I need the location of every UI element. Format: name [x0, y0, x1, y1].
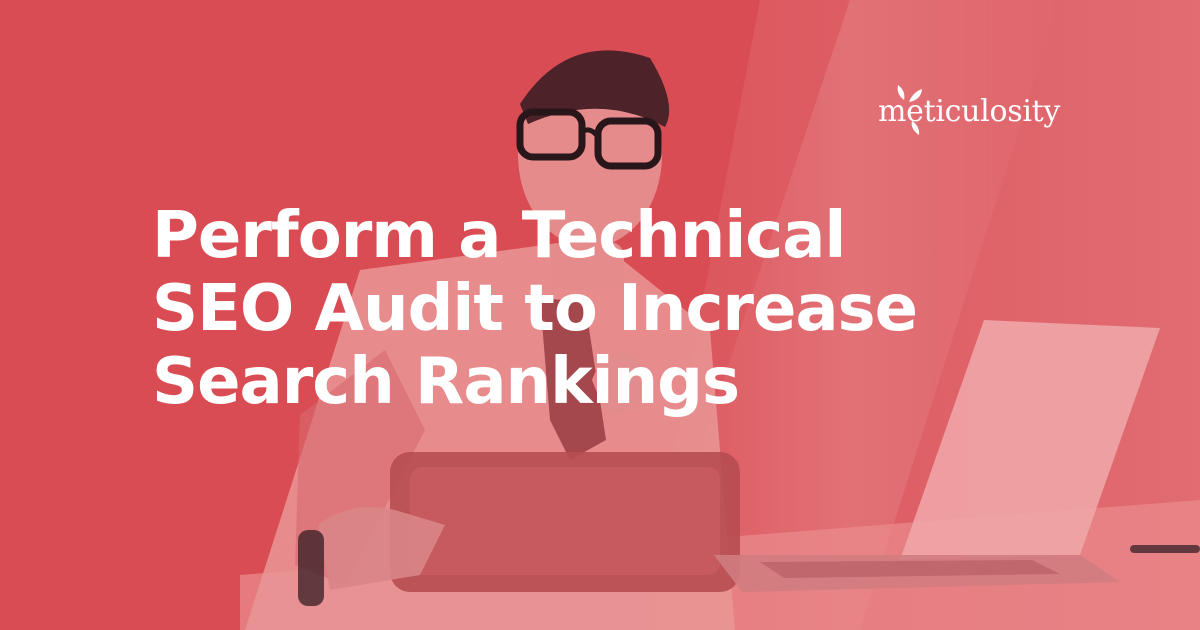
title-line-2: SEO Audit to Increase	[152, 272, 918, 346]
glasses-icon	[516, 108, 662, 170]
clipboard-icon	[298, 452, 740, 606]
brand-logo: meticulosity	[878, 78, 1068, 138]
title-line-1: Perform a Technical	[152, 199, 846, 273]
title-line-3: Search Rankings	[152, 345, 740, 419]
sprout-leaves-icon	[897, 85, 922, 135]
brand-name: meticulosity	[878, 94, 1061, 129]
page-title: Perform a Technical SEO Audit to Increas…	[152, 200, 1052, 419]
laptop-icon	[714, 320, 1200, 592]
